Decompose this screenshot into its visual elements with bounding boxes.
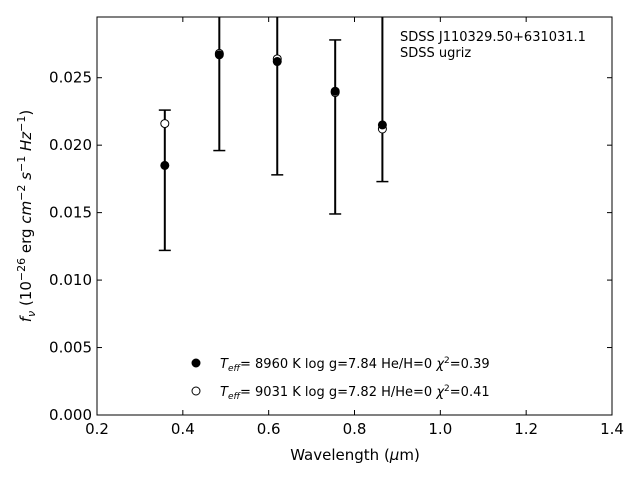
x-tick-label: 1.4 xyxy=(600,420,624,438)
data-points xyxy=(160,48,387,170)
y-tick-label: 0.015 xyxy=(49,204,92,222)
y-tick-label: 0.025 xyxy=(49,69,92,87)
y-axis-label: fν (10−26 erg cm−2 s−1 Hz−1) xyxy=(15,110,38,323)
legend: Teff= 8960 K log g=7.84 He/H=0 χ2=0.39 T… xyxy=(191,356,490,402)
model-point-filled xyxy=(330,86,340,96)
x-tick-label: 0.4 xyxy=(171,420,195,438)
y-tick-label: 0.000 xyxy=(49,406,92,424)
x-tick-label: 0.2 xyxy=(85,420,109,438)
y-tick-label: 0.010 xyxy=(49,271,92,289)
legend-entry-2: Teff= 9031 K log g=7.82 H/He=0 χ2=0.41 xyxy=(220,384,490,402)
axis-ticks: 0.2 0.4 0.6 0.8 1.0 1.2 1.4 0.000 0.005 0.010 0.01… xyxy=(49,17,624,438)
model-point-filled xyxy=(214,50,224,60)
x-tick-label: 1.2 xyxy=(514,420,538,438)
error-bars xyxy=(158,17,389,252)
model-point-filled xyxy=(160,160,170,170)
x-tick-label: 0.8 xyxy=(343,420,367,438)
plot-area xyxy=(96,16,613,416)
model-point-filled xyxy=(377,120,387,130)
legend-marker-open xyxy=(191,386,201,396)
x-tick-label: 0.6 xyxy=(257,420,281,438)
filter-set-annotation: SDSS ugriz xyxy=(400,46,471,61)
y-tick-label: 0.020 xyxy=(49,136,92,154)
legend-entry-1: Teff= 8960 K log g=7.84 He/H=0 χ2=0.39 xyxy=(220,356,490,374)
model-point-open xyxy=(160,119,170,129)
legend-marker-filled xyxy=(191,358,201,368)
x-axis-label: Wavelength (μm) xyxy=(290,446,420,464)
x-tick-label: 1.0 xyxy=(428,420,452,438)
y-tick-label: 0.005 xyxy=(49,339,92,357)
object-name-annotation: SDSS J110329.50+631031.1 xyxy=(400,30,586,45)
model-point-filled xyxy=(272,57,282,67)
